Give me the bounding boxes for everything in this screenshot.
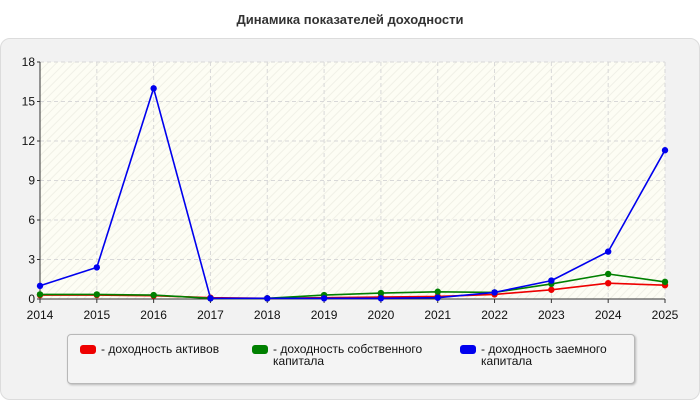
chart-title: Динамика показателей доходности: [236, 12, 464, 27]
data-point-s2-2018: [264, 295, 271, 302]
data-point-s1-2025: [661, 278, 669, 286]
series-group: [36, 85, 669, 302]
legend-item-equity: - доходность собственного капитала: [252, 343, 433, 367]
x-tick-label-2017: 2017: [197, 308, 224, 322]
y-tick-label-0: 0: [28, 292, 35, 306]
data-point-s0-2023: [548, 286, 555, 293]
data-point-s2-2021: [434, 294, 441, 301]
x-tick-label-2015: 2015: [83, 308, 110, 322]
x-tick-label-2019: 2019: [311, 308, 338, 322]
y-tick-label-9: 9: [28, 174, 35, 188]
series-line-1: [40, 273, 666, 300]
data-point-s2-2015: [93, 264, 101, 271]
data-point-s2-2016: [150, 85, 157, 92]
data-point-s1-2024: [604, 270, 612, 278]
data-point-s2-2020: [377, 295, 385, 302]
data-point-s2-2025: [661, 147, 669, 154]
data-point-s2-2024: [604, 248, 612, 255]
data-point-s2-2023: [548, 277, 555, 284]
data-point-s1-2015: [93, 291, 101, 298]
legend-item-debt: - доходность заемного капитала: [460, 343, 641, 367]
series-line-2: [39, 87, 666, 300]
legend-label-assets: - доходность активов: [101, 342, 220, 356]
grid-lines: [40, 61, 666, 299]
data-point-s1-2021: [434, 288, 441, 295]
legend-label-debt: - доходность заемного капитала: [481, 342, 607, 368]
x-tick-label-2016: 2016: [140, 308, 167, 322]
legend-label-equity: - доходность собственного капитала: [273, 342, 423, 368]
data-point-s1-2020: [377, 289, 385, 297]
x-tick-label-2014: 2014: [27, 308, 54, 322]
y-tick-label-12: 12: [22, 134, 36, 148]
legend-swatch-equity: [252, 345, 268, 354]
x-tick-label-2018: 2018: [254, 308, 281, 322]
data-point-s1-2016: [150, 291, 157, 299]
x-tick-label-2020: 2020: [368, 308, 395, 322]
y-tick-label-15: 15: [22, 95, 36, 109]
legend-item-assets: - доходность активов: [80, 343, 261, 355]
tick-labels: 0 3 6 9 12 15 18 2014 2015 2016 2017 2018 2019 2020 20…: [22, 55, 679, 322]
y-tick-label-6: 6: [28, 213, 35, 227]
data-point-s2-2017: [207, 295, 214, 302]
x-tick-label-2021: 2021: [424, 308, 451, 322]
x-tick-label-2022: 2022: [481, 308, 508, 322]
legend-swatch-debt: [460, 345, 476, 354]
data-point-s2-2019: [320, 295, 328, 302]
y-tick-label-3: 3: [28, 253, 35, 267]
y-tick-label-18: 18: [22, 55, 36, 69]
legend: - доходность активов - доходность собств…: [67, 334, 635, 384]
x-tick-label-2024: 2024: [595, 308, 622, 322]
data-point-s0-2024: [604, 280, 612, 287]
data-point-s2-2014: [36, 282, 44, 290]
data-point-s2-2022: [491, 289, 498, 296]
legend-swatch-assets: [80, 345, 96, 354]
data-point-s1-2014: [36, 291, 44, 298]
x-tick-label-2025: 2025: [652, 308, 679, 322]
x-tick-label-2023: 2023: [538, 308, 565, 322]
